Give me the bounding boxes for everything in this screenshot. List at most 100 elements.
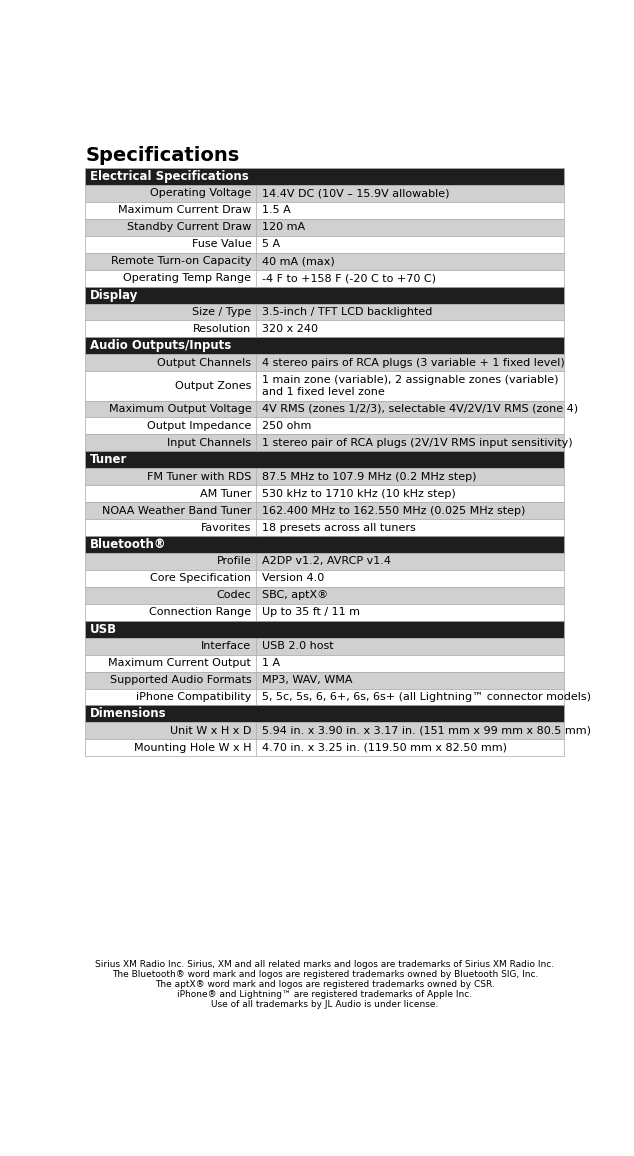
Text: Connection Range: Connection Range [149,607,251,617]
Bar [86,269,564,287]
Text: MP3, WAV, WMA: MP3, WAV, WMA [262,675,353,686]
Bar [86,202,564,218]
Text: Electrical Specifications: Electrical Specifications [90,170,249,183]
Text: Maximum Current Draw: Maximum Current Draw [118,206,251,215]
Text: Mounting Hole W x H: Mounting Hole W x H [134,743,251,753]
Text: Operating Temp Range: Operating Temp Range [123,273,251,283]
Bar [86,654,564,672]
Bar [86,287,564,304]
Text: NOAA Weather Band Tuner: NOAA Weather Band Tuner [102,505,251,516]
Text: 4.70 in. x 3.25 in. (119.50 mm x 82.50 mm): 4.70 in. x 3.25 in. (119.50 mm x 82.50 m… [262,743,507,753]
Bar [86,638,564,654]
Bar [86,468,564,486]
Text: Sirius XM Radio Inc. Sirius, XM and all related marks and logos are trademarks o: Sirius XM Radio Inc. Sirius, XM and all … [95,959,555,969]
Text: 87.5 MHz to 107.9 MHz (0.2 MHz step): 87.5 MHz to 107.9 MHz (0.2 MHz step) [262,472,477,482]
Text: 4 stereo pairs of RCA plugs (3 variable + 1 fixed level): 4 stereo pairs of RCA plugs (3 variable … [262,358,565,368]
Text: iPhone® and Lightning™ are registered trademarks of Apple Inc.: iPhone® and Lightning™ are registered tr… [178,990,472,999]
Text: Maximum Output Voltage: Maximum Output Voltage [108,403,251,414]
Text: FM Tuner with RDS: FM Tuner with RDS [147,472,251,482]
Bar [86,320,564,338]
Text: 250 ohm: 250 ohm [262,421,311,431]
Text: 40 mA (max): 40 mA (max) [262,257,335,266]
Text: 1 A: 1 A [262,658,280,668]
Text: Output Zones: Output Zones [175,380,251,391]
Bar [86,168,564,185]
Text: iPhone Compatibility: iPhone Compatibility [136,692,251,702]
Bar [86,218,564,236]
Text: Unit W x H x D: Unit W x H x D [170,726,251,736]
Text: 5, 5c, 5s, 6, 6+, 6s, 6s+ (all Lightning™ connector models): 5, 5c, 5s, 6, 6+, 6s, 6s+ (all Lightning… [262,692,591,702]
Text: Input Channels: Input Channels [167,438,251,447]
Bar [86,371,564,400]
Text: Output Channels: Output Channels [157,358,251,368]
Text: Supported Audio Formats: Supported Audio Formats [110,675,251,686]
Text: -4 F to +158 F (-20 C to +70 C): -4 F to +158 F (-20 C to +70 C) [262,273,436,283]
Bar [86,400,564,417]
Text: 5 A: 5 A [262,239,280,250]
Bar [86,621,564,638]
Text: 14.4V DC (10V – 15.9V allowable): 14.4V DC (10V – 15.9V allowable) [262,188,450,199]
Text: Tuner: Tuner [90,453,127,466]
Bar [86,689,564,705]
Text: Bluetooth®: Bluetooth® [90,538,167,551]
Bar [86,740,564,756]
Bar [86,355,564,371]
Text: Favorites: Favorites [201,523,251,533]
Text: Profile: Profile [217,556,251,566]
Text: Standby Current Draw: Standby Current Draw [127,222,251,232]
Text: Audio Outputs/Inputs: Audio Outputs/Inputs [90,340,231,353]
Text: 3.5-inch / TFT LCD backlighted: 3.5-inch / TFT LCD backlighted [262,307,432,317]
Text: 1 main zone (variable), 2 assignable zones (variable)
and 1 fixed level zone: 1 main zone (variable), 2 assignable zon… [262,375,559,398]
Bar [86,502,564,519]
Text: AM Tuner: AM Tuner [200,489,251,498]
Bar [86,417,564,435]
Bar [86,705,564,722]
Text: 18 presets across all tuners: 18 presets across all tuners [262,523,416,533]
Bar [86,570,564,587]
Text: 1 stereo pair of RCA plugs (2V/1V RMS input sensitivity): 1 stereo pair of RCA plugs (2V/1V RMS in… [262,438,573,447]
Bar [86,553,564,570]
Text: USB 2.0 host: USB 2.0 host [262,642,333,651]
Text: Resolution: Resolution [193,324,251,334]
Bar [86,304,564,320]
Text: The Bluetooth® word mark and logos are registered trademarks owned by Bluetooth : The Bluetooth® word mark and logos are r… [112,970,538,978]
Text: 1.5 A: 1.5 A [262,206,291,215]
Bar [86,536,564,553]
Text: Version 4.0: Version 4.0 [262,573,325,584]
Text: USB: USB [90,623,117,636]
Text: Size / Type: Size / Type [192,307,251,317]
Bar [86,253,564,269]
Text: Codec: Codec [217,591,251,600]
Text: Dimensions: Dimensions [90,707,167,720]
Text: Output Impedance: Output Impedance [147,421,251,431]
Text: 4V RMS (zones 1/2/3), selectable 4V/2V/1V RMS (zone 4): 4V RMS (zones 1/2/3), selectable 4V/2V/1… [262,403,578,414]
Text: SBC, aptX®: SBC, aptX® [262,591,328,600]
Bar [86,519,564,536]
Bar [86,486,564,502]
Bar [86,435,564,451]
Text: Interface: Interface [201,642,251,651]
Bar [86,236,564,253]
Bar [86,338,564,355]
Text: Maximum Current Output: Maximum Current Output [108,658,251,668]
Text: Use of all trademarks by JL Audio is under license.: Use of all trademarks by JL Audio is und… [211,1000,439,1008]
Text: 5.94 in. x 3.90 in. x 3.17 in. (151 mm x 99 mm x 80.5 mm): 5.94 in. x 3.90 in. x 3.17 in. (151 mm x… [262,726,591,736]
Text: 162.400 MHz to 162.550 MHz (0.025 MHz step): 162.400 MHz to 162.550 MHz (0.025 MHz st… [262,505,526,516]
Text: Core Specification: Core Specification [150,573,251,584]
Text: Display: Display [90,289,138,302]
Text: A2DP v1.2, AVRCP v1.4: A2DP v1.2, AVRCP v1.4 [262,556,391,566]
Bar [86,672,564,689]
Text: Operating Voltage: Operating Voltage [150,188,251,199]
Text: Remote Turn-on Capacity: Remote Turn-on Capacity [111,257,251,266]
Text: Fuse Value: Fuse Value [191,239,251,250]
Bar [86,587,564,603]
Text: 320 x 240: 320 x 240 [262,324,318,334]
Text: 120 mA: 120 mA [262,222,306,232]
Text: 530 kHz to 1710 kHz (10 kHz step): 530 kHz to 1710 kHz (10 kHz step) [262,489,456,498]
Text: Up to 35 ft / 11 m: Up to 35 ft / 11 m [262,607,360,617]
Bar [86,185,564,202]
Bar [86,722,564,740]
Text: Specifications: Specifications [86,147,240,165]
Bar [86,603,564,621]
Bar [86,451,564,468]
